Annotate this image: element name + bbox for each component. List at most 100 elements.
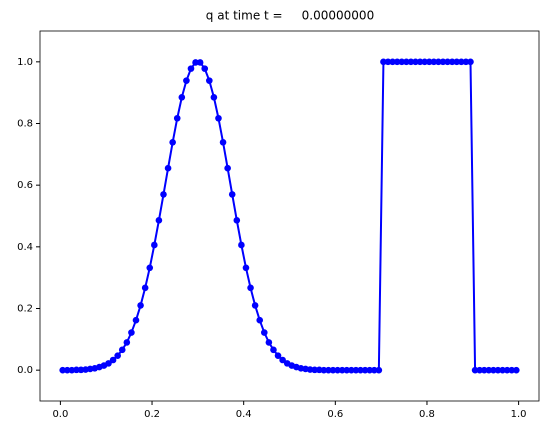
x-tick-label: 0.6 bbox=[327, 409, 343, 420]
point bbox=[251, 302, 259, 309]
point bbox=[247, 284, 254, 292]
point bbox=[462, 58, 470, 66]
point bbox=[242, 264, 250, 272]
point bbox=[325, 366, 332, 374]
y-tick-label: 1.0 bbox=[17, 57, 33, 68]
x-tick-label: 0.0 bbox=[52, 409, 68, 420]
point bbox=[238, 241, 245, 249]
point bbox=[444, 58, 451, 66]
point bbox=[334, 366, 341, 374]
point bbox=[480, 366, 488, 374]
point bbox=[73, 366, 80, 374]
point bbox=[380, 58, 387, 66]
point bbox=[178, 93, 186, 101]
point bbox=[348, 366, 355, 374]
point bbox=[320, 366, 328, 374]
point bbox=[503, 366, 511, 374]
point bbox=[508, 366, 516, 374]
point bbox=[128, 329, 135, 336]
y-tick-label: 0.2 bbox=[17, 304, 33, 315]
point bbox=[448, 58, 456, 66]
plot-frame bbox=[39, 30, 540, 402]
point bbox=[137, 302, 144, 309]
point bbox=[494, 366, 502, 374]
point bbox=[329, 366, 337, 374]
y-tick-label: 0.4 bbox=[17, 242, 33, 253]
point bbox=[361, 366, 369, 374]
point bbox=[416, 58, 424, 66]
point bbox=[256, 316, 264, 324]
y-tick-label: 0.8 bbox=[17, 119, 33, 130]
x-tick-label: 0.2 bbox=[144, 409, 160, 420]
point bbox=[485, 366, 493, 374]
point bbox=[370, 366, 378, 374]
point bbox=[219, 139, 227, 146]
point bbox=[274, 352, 282, 359]
point bbox=[114, 352, 121, 359]
point bbox=[375, 366, 383, 374]
point bbox=[123, 339, 131, 346]
line bbox=[62, 60, 517, 372]
x-tick-label: 0.4 bbox=[236, 409, 252, 420]
point bbox=[398, 58, 406, 66]
point bbox=[215, 114, 222, 122]
point bbox=[210, 93, 218, 101]
point bbox=[196, 59, 204, 66]
point bbox=[453, 58, 461, 66]
chart-title: q at time t = 0.00000000 bbox=[206, 9, 374, 23]
point bbox=[357, 366, 364, 374]
point bbox=[201, 65, 209, 72]
point bbox=[421, 58, 428, 66]
point bbox=[458, 58, 465, 66]
point bbox=[109, 356, 117, 364]
point bbox=[366, 366, 373, 374]
point bbox=[384, 58, 392, 66]
point bbox=[279, 356, 286, 364]
point bbox=[155, 217, 163, 224]
point bbox=[118, 346, 126, 354]
point bbox=[169, 139, 176, 146]
point bbox=[160, 191, 167, 198]
point bbox=[224, 164, 231, 172]
point bbox=[389, 58, 396, 66]
point bbox=[187, 65, 195, 72]
point bbox=[105, 360, 112, 367]
point bbox=[471, 366, 479, 374]
x-tick-label: 1.0 bbox=[511, 409, 527, 420]
y-tick-label: 0.0 bbox=[17, 365, 33, 376]
point bbox=[164, 164, 172, 172]
point bbox=[63, 366, 71, 374]
point bbox=[352, 366, 360, 374]
point bbox=[407, 58, 415, 66]
point bbox=[439, 58, 447, 66]
point bbox=[132, 316, 140, 324]
point bbox=[393, 58, 401, 66]
point bbox=[151, 241, 158, 249]
point bbox=[260, 329, 268, 336]
point bbox=[403, 58, 410, 66]
point bbox=[311, 366, 319, 374]
point bbox=[513, 366, 520, 374]
point bbox=[490, 366, 497, 374]
point bbox=[435, 58, 442, 66]
y-tick-label: 0.6 bbox=[17, 180, 33, 191]
point bbox=[228, 191, 236, 198]
point bbox=[467, 58, 474, 66]
x-tick-label: 0.8 bbox=[419, 409, 435, 420]
point bbox=[430, 58, 438, 66]
point bbox=[343, 366, 351, 374]
point bbox=[59, 366, 66, 374]
point bbox=[499, 366, 506, 374]
point bbox=[183, 77, 190, 84]
point bbox=[425, 58, 433, 66]
point bbox=[338, 366, 346, 374]
point bbox=[206, 77, 213, 84]
point bbox=[476, 366, 483, 374]
point bbox=[146, 264, 154, 272]
point bbox=[233, 217, 241, 224]
point bbox=[192, 59, 199, 66]
point bbox=[173, 114, 181, 122]
point bbox=[265, 339, 273, 346]
point bbox=[141, 284, 149, 292]
